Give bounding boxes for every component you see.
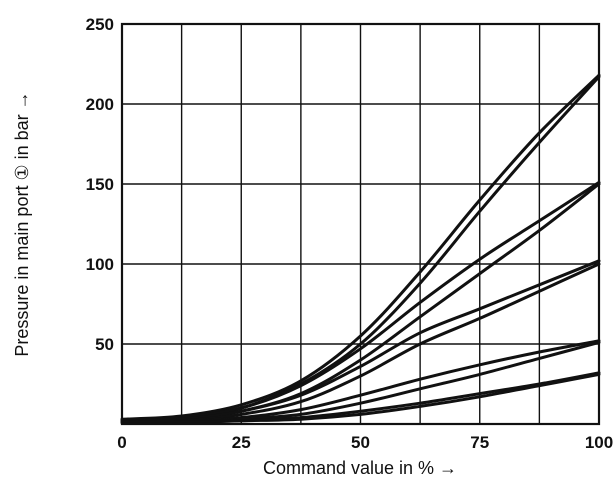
curves (120, 73, 601, 425)
series-line-1 (120, 73, 601, 421)
y-tick-label: 50 (95, 335, 114, 354)
series-line-7 (120, 339, 601, 424)
tick-labels: 0 25 50 75 100 50 100 150 200 250 (86, 15, 614, 452)
grid (122, 24, 599, 424)
y-tick-label: 150 (86, 175, 114, 194)
series-line-5 (120, 259, 601, 423)
series-line-3 (120, 180, 601, 423)
x-tick-label: 100 (585, 433, 613, 452)
y-tick-label: 250 (86, 15, 114, 34)
series-line-10 (120, 372, 601, 425)
y-axis-label: Pressure in main port ① in bar → (12, 91, 32, 356)
x-tick-label: 50 (351, 433, 370, 452)
x-tick-label: 0 (117, 433, 126, 452)
x-tick-label: 75 (470, 433, 489, 452)
x-axis-label: Command value in % → (263, 458, 457, 478)
y-tick-label: 200 (86, 95, 114, 114)
plot-frame (120, 22, 601, 426)
x-tick-label: 25 (232, 433, 251, 452)
y-tick-label: 100 (86, 255, 114, 274)
